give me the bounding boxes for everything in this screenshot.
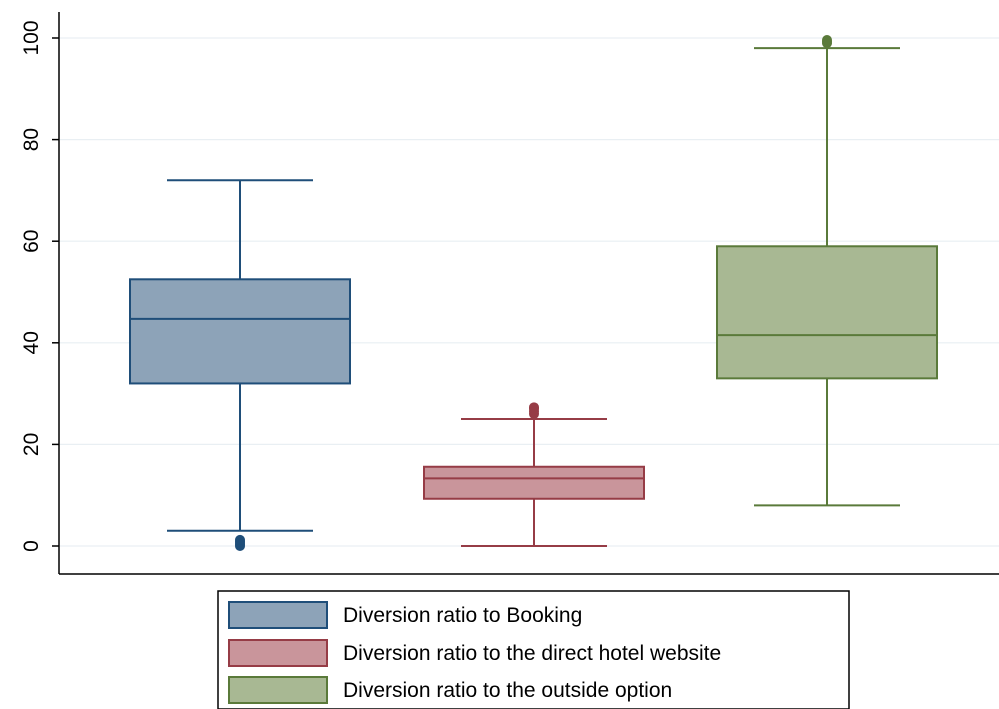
y-tick-labels: 0 20 40 60 80 100 [20,20,59,552]
legend-items: Diversion ratio to Booking Diversion rati… [228,601,721,704]
legend-label: Diversion ratio to the outside option [343,679,672,702]
y-tick-label: 0 [20,540,43,552]
box-series-3 [716,35,938,507]
axes [58,12,999,575]
legend-label: Diversion ratio to Booking [343,604,582,627]
iqr-box [423,465,645,500]
y-tick-label: 60 [20,230,43,253]
legend: Diversion ratio to Booking Diversion rati… [217,590,850,709]
outlier-point [822,35,832,46]
legend-label: Diversion ratio to the direct hotel webs… [343,642,721,665]
outlier-point [235,534,245,545]
iqr-box [716,245,938,380]
boxes [129,35,938,551]
box-series-2 [423,402,645,547]
y-tick-label: 80 [20,128,43,151]
legend-swatch [228,639,328,667]
legend-swatch [228,601,328,629]
outlier-point [529,402,539,413]
y-tick-label: 20 [20,433,43,456]
legend-swatch [228,676,328,704]
y-tick-label: 100 [20,20,43,55]
y-tick-label: 40 [20,331,43,354]
iqr-box [129,278,351,385]
box-series-1 [129,179,351,551]
